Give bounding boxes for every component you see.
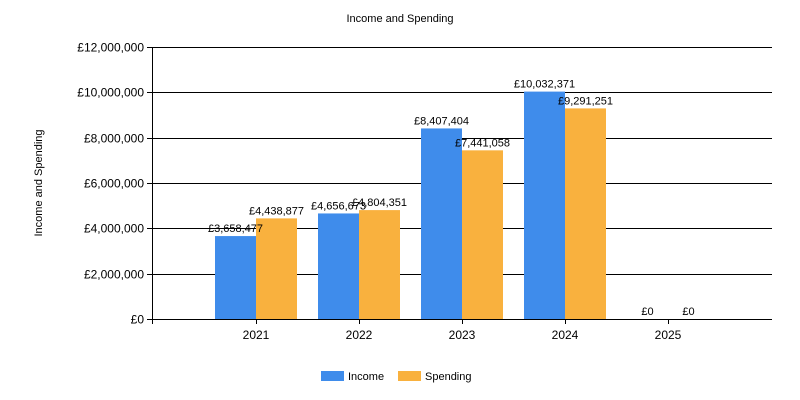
- legend-label-spending: Spending: [425, 371, 472, 383]
- data-label-income-2025: £0: [641, 306, 653, 318]
- bars: [215, 91, 606, 319]
- data-label-spending-2022: £4,804,351: [352, 197, 407, 209]
- x-tick-label: 2024: [552, 328, 579, 342]
- data-label-income-2024: £10,032,371: [514, 79, 575, 91]
- y-tick-label: £0: [131, 313, 145, 327]
- y-tick-label: £8,000,000: [84, 132, 144, 146]
- bar-spending-2022: [359, 210, 400, 319]
- x-tick-label: 2023: [449, 328, 476, 342]
- bar-income-2021: [215, 236, 256, 319]
- y-tick-labels: £0 £2,000,000 £4,000,000 £6,000,000 £8,000,0…: [77, 41, 152, 327]
- bar-income-2022: [318, 213, 359, 319]
- y-tick-label: £6,000,000: [84, 177, 144, 191]
- y-tick-label: £4,000,000: [84, 222, 144, 236]
- data-label-spending-2021: £4,438,877: [249, 205, 304, 217]
- y-axis-title: Income and Spending: [33, 129, 45, 236]
- data-labels: £3,658,477 £4,438,877 £4,656,673£4,804,351…: [208, 79, 695, 318]
- data-label-income-2022: £4,656,673: [311, 200, 366, 212]
- legend-swatch-spending: [398, 371, 421, 381]
- x-tick-label: 2021: [243, 328, 270, 342]
- data-label-income-2021: £3,658,477: [208, 223, 263, 235]
- chart-title: Income and Spending: [346, 13, 453, 25]
- y-tick-label: £12,000,000: [77, 41, 144, 55]
- x-tick-label: 2025: [655, 328, 682, 342]
- bar-spending-2024: [565, 108, 606, 319]
- x-tick-label: 2022: [346, 328, 373, 342]
- legend: Income Spending: [321, 371, 472, 383]
- y-tick-label: £10,000,000: [77, 86, 144, 100]
- data-label-spending-2023: £7,441,058: [455, 137, 510, 149]
- bar-spending-2023: [462, 150, 503, 319]
- data-label-income-2023: £8,407,404: [414, 115, 469, 127]
- bar-income-2023: [421, 128, 462, 319]
- y-tick-label: £2,000,000: [84, 268, 144, 282]
- x-tick-labels: 2021 2022 2023 2024 2025: [243, 319, 682, 342]
- legend-label-income: Income: [348, 371, 384, 383]
- data-label-spending-2024: £9,291,251: [558, 95, 613, 107]
- legend-swatch-income: [321, 371, 344, 381]
- data-label-spending-2025: £0: [682, 306, 694, 318]
- bar-spending-2021: [256, 218, 297, 319]
- bar-income-2024: [524, 91, 565, 319]
